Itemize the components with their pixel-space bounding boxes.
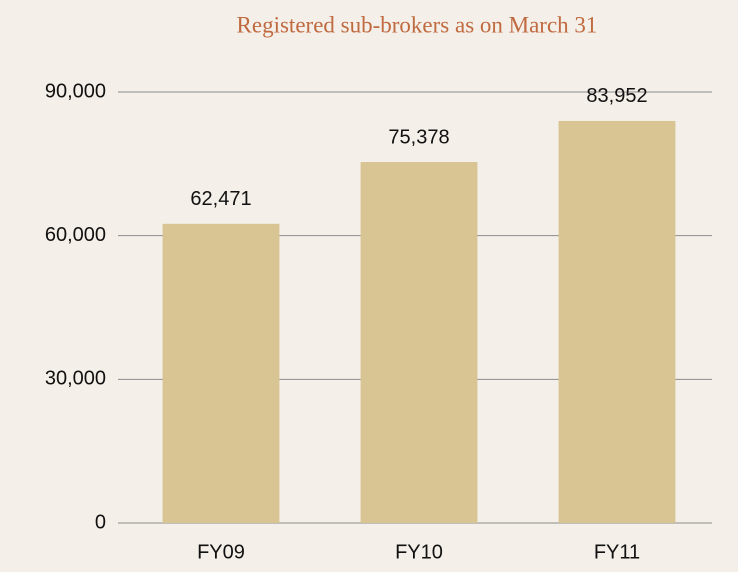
- data-label: 62,471: [190, 188, 251, 210]
- data-label: 83,952: [586, 85, 647, 107]
- data-label: 75,378: [388, 126, 449, 148]
- chart-title: Registered sub-brokers as on March 31: [237, 12, 598, 37]
- bar: [360, 162, 478, 523]
- x-tick-label: FY11: [594, 541, 640, 563]
- x-tick-label: FY09: [197, 541, 245, 563]
- y-tick-label: 60,000: [45, 224, 106, 246]
- y-tick-label: 0: [95, 511, 106, 533]
- bar: [558, 120, 676, 524]
- x-tick-label: FY10: [395, 541, 443, 563]
- bar: [162, 223, 280, 524]
- y-tick-label: 90,000: [45, 80, 106, 102]
- y-tick-label: 30,000: [45, 368, 106, 390]
